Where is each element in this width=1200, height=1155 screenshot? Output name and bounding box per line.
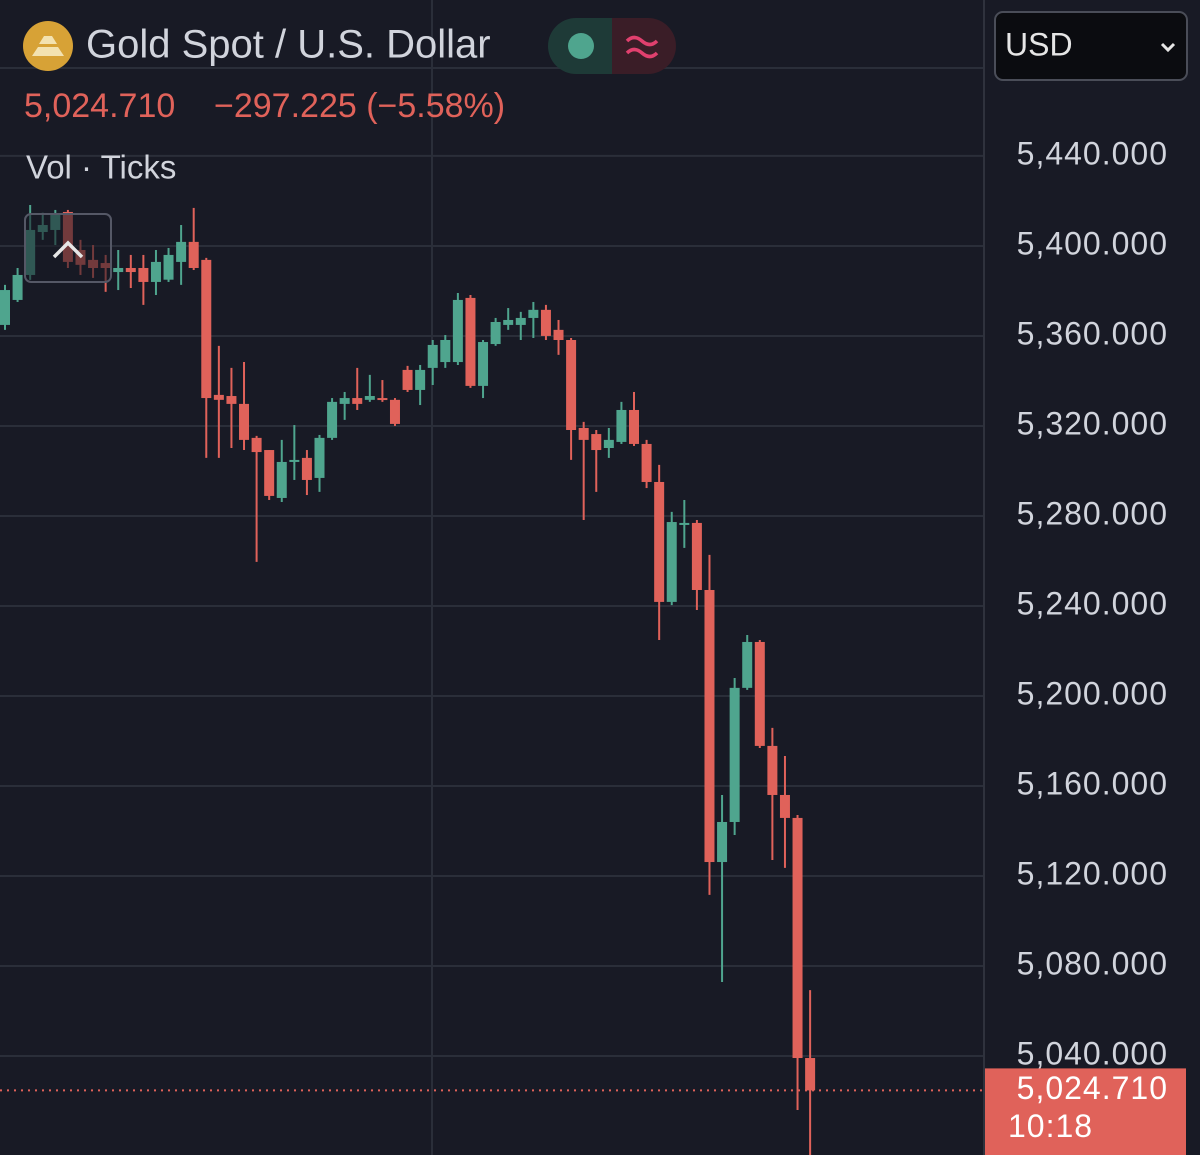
currency-dropdown[interactable] [994,11,1188,81]
delay-icon [625,35,659,59]
last-price-tag-label: 5,024.710 [1017,1070,1168,1106]
price-axis: 5,040.000 5,080.000 5,120.000 5,160.000 5,20… [985,135,1186,1155]
y-tick-label: 5,360.000 [1017,315,1168,351]
candle-body [779,794,790,818]
candle-body [452,299,463,363]
candle-body [616,409,627,442]
candle-body [0,290,10,325]
y-tick-label: 5,160.000 [1017,765,1168,801]
currency-select[interactable]: USD [994,11,1188,81]
currency-label: USD [1005,26,1073,62]
y-tick-label: 5,240.000 [1017,585,1168,621]
y-tick-label: 5,040.000 [1017,1035,1168,1071]
candle-body [264,450,275,496]
candle-body [553,329,564,340]
candle-body [578,427,589,440]
y-tick-label: 5,200.000 [1017,675,1168,711]
candle-body [503,319,514,325]
candle-body [654,481,665,602]
candle-body [641,443,652,482]
candle-body [12,274,23,300]
candle-body [691,522,702,590]
gold-bars-icon [32,36,64,56]
status-dot [568,33,594,59]
collapse-button[interactable] [24,213,112,283]
y-tick-label: 5,080.000 [1017,945,1168,981]
candle-body [327,401,338,438]
candle-body [276,461,287,498]
last-price: 5,024.710 [24,87,175,125]
y-tick-label: 5,320.000 [1017,405,1168,441]
last-price-tag [985,1068,1186,1155]
candle-body [289,459,300,462]
candle-body [528,309,539,318]
collapse-icon [52,240,84,259]
candle-body [666,522,677,602]
y-tick-label: 5,400.000 [1017,225,1168,261]
candle-body [213,394,224,400]
y-tick-label: 5,120.000 [1017,855,1168,891]
y-tick-label: 5,440.000 [1017,135,1168,171]
candle-body [339,398,350,404]
candle-body [490,321,501,345]
candle-body [729,687,740,822]
indicators-label[interactable]: Vol · Ticks [26,149,176,186]
candle-body [465,297,476,386]
candle-body [138,267,149,282]
candle-body [188,241,199,268]
candle-body [415,369,426,390]
gold-icon [23,21,73,71]
y-tick-label: 5,280.000 [1017,495,1168,531]
candle-body [629,409,639,444]
dropdown-chevron [1160,42,1176,53]
candle-body [704,589,715,863]
candle-body [402,369,413,390]
candle-body [364,396,375,400]
candle-body [314,437,325,478]
candle-body [377,398,388,401]
candle-body [301,457,312,480]
candle-body [515,317,526,325]
candle-body [352,398,363,404]
candle-body [251,437,262,453]
delay-status[interactable] [612,18,676,74]
candle-body [478,342,489,386]
candle-body [125,267,136,273]
candle-body [717,821,728,863]
status-pill[interactable] [548,18,676,74]
candle-body [805,1058,816,1091]
candle-body [566,339,577,431]
candle-body [239,403,250,440]
candle-body [754,641,765,746]
grid [0,0,983,1155]
chart-title: Gold Spot / U.S. Dollar [86,23,491,67]
candle-body [540,309,551,336]
candle-body [742,641,753,688]
candle-body [679,522,690,525]
candle-body [176,241,187,262]
candle-body [201,259,212,399]
candle-body [792,817,803,1059]
candle-body [603,439,614,449]
countdown-label: 10:18 [1008,1108,1093,1144]
candle-body [226,396,237,404]
candle-body [113,267,124,273]
candle-body [389,399,400,424]
candle-body [163,254,174,280]
price-change: −297.225 (−5.58%) [214,87,505,125]
candle-body [427,344,438,368]
candle-body [767,745,778,795]
candle-body [591,434,602,451]
candle-body [440,339,451,363]
candle-body [150,261,161,282]
